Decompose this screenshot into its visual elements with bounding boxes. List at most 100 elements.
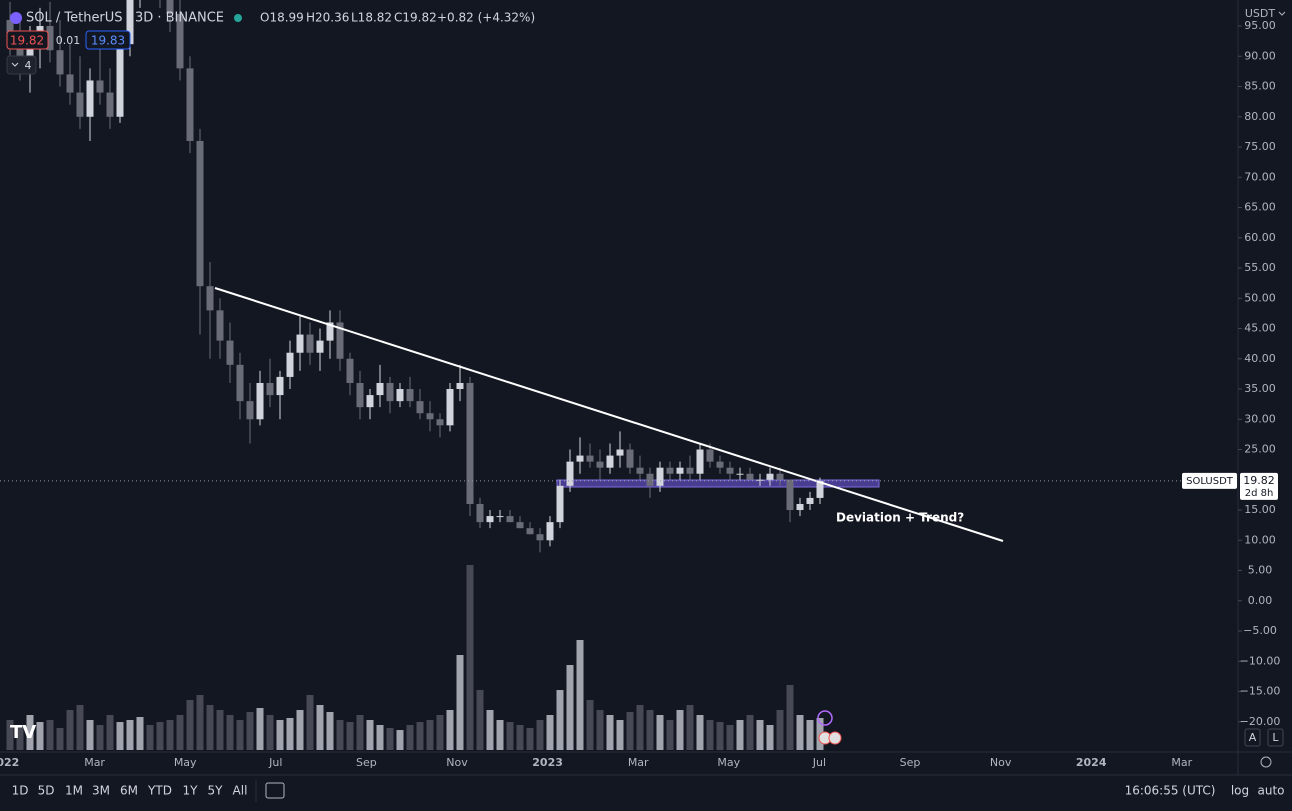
volume-bar (406, 725, 414, 750)
settings-icon[interactable] (1260, 756, 1272, 768)
price-tag-box (1240, 472, 1278, 500)
range-button[interactable]: 5Y (208, 784, 224, 798)
y-tick-label: −20.00 (1240, 715, 1281, 728)
candle-body (386, 382, 394, 402)
date-range-icon[interactable] (265, 782, 285, 799)
candle-body (396, 389, 404, 402)
volume-bar (396, 730, 404, 750)
event-icon[interactable] (828, 731, 842, 745)
volume-bar (116, 722, 124, 750)
y-tick-label: 35.00 (1244, 382, 1276, 395)
candle-body (586, 455, 594, 462)
ask-box[interactable] (85, 30, 131, 50)
clock[interactable]: 16:06:55 (UTC) (1125, 784, 1216, 798)
auto-toggle[interactable]: auto (1257, 784, 1284, 798)
candle-body (526, 528, 534, 535)
volume-bar (466, 565, 474, 750)
button-label: A (1249, 731, 1257, 744)
volume-bar (356, 715, 364, 750)
countdown: 2d 8h (1245, 488, 1274, 499)
zone-box (556, 479, 880, 488)
volume-bar (676, 710, 684, 750)
log-scale-button[interactable] (1267, 728, 1284, 747)
candle-body (246, 401, 254, 420)
range-button[interactable]: 1Y (183, 784, 199, 798)
event-icon[interactable] (817, 710, 833, 726)
candle-body (786, 479, 794, 511)
candle-body (666, 467, 674, 474)
range-button[interactable]: 1D (12, 784, 29, 798)
y-tick-label: 60.00 (1244, 231, 1276, 244)
range-button[interactable]: 1M (65, 784, 83, 798)
indicators-count: 4 (25, 59, 32, 72)
candle-body (436, 419, 444, 426)
volume-bar (246, 712, 254, 750)
candle-body (76, 92, 84, 117)
auto-scale-button[interactable] (1244, 728, 1261, 747)
candle-body (56, 50, 64, 75)
volume-bar (26, 715, 34, 750)
candle-body (536, 534, 544, 541)
candle-body (636, 467, 644, 474)
candle-body (766, 473, 774, 480)
indicators-toggle[interactable] (6, 55, 37, 75)
bid: 19.82 (10, 34, 44, 48)
volume-bar (576, 640, 584, 750)
candle-body (446, 389, 454, 426)
volume-bar (526, 728, 534, 750)
candle-body (506, 516, 514, 523)
candle-body (616, 449, 624, 456)
volume-bar (806, 720, 814, 750)
volume-bar (626, 712, 634, 750)
range-button[interactable]: All (233, 784, 248, 798)
annotation: Deviation + Trend? (836, 511, 964, 525)
candle-body (326, 322, 334, 341)
ohlc-open: O18.99 (260, 11, 304, 25)
candle-body (816, 480, 824, 498)
volume-bar (686, 705, 694, 750)
x-tick-label: Mar (1171, 756, 1192, 769)
volume-bar (616, 720, 624, 750)
chevron (1278, 11, 1286, 16)
ohlc-change: +0.82 (+4.32%) (437, 11, 535, 25)
volume-bar (336, 720, 344, 750)
volume-bar (276, 720, 284, 750)
y-tick-label: 0.00 (1248, 594, 1273, 607)
y-tick-label: 30.00 (1244, 412, 1276, 425)
price-tag: 19.82 (1243, 474, 1275, 487)
candle-body (606, 455, 614, 468)
y-tick-label: 65.00 (1244, 201, 1276, 214)
candle-body (336, 322, 344, 359)
candle-body (186, 68, 194, 141)
bid-box[interactable] (6, 30, 49, 50)
volume-bar (756, 720, 764, 750)
log-toggle[interactable]: log (1231, 784, 1249, 798)
range-button[interactable]: 6M (120, 784, 138, 798)
volume-bar (96, 725, 104, 750)
market-status (234, 14, 242, 22)
volume-bar (706, 720, 714, 750)
candle-body (516, 522, 524, 529)
volume-bar (416, 722, 424, 750)
volume-bar (506, 722, 514, 750)
currency[interactable]: USDT (1245, 7, 1276, 20)
y-tick-label: 45.00 (1244, 322, 1276, 335)
candle-body (716, 461, 724, 468)
x-tick-label: Sep (356, 756, 377, 769)
volume-bar (16, 725, 24, 750)
candle-body (546, 522, 554, 541)
range-button[interactable]: 3M (92, 784, 110, 798)
candle-body (496, 516, 504, 518)
x-tick-label: 2022 (0, 756, 19, 769)
volume-bar (256, 708, 264, 750)
volume-bar (746, 715, 754, 750)
candle-body (426, 413, 434, 420)
volume-bar (186, 700, 194, 750)
y-tick-label: 25.00 (1244, 443, 1276, 456)
range-button[interactable]: 5D (38, 784, 55, 798)
symbol-title[interactable]: SOL / TetherUS · 3D · BINANCE (26, 11, 224, 26)
candle-body (756, 479, 764, 481)
range-button[interactable]: YTD (147, 784, 172, 798)
candle-body (656, 467, 664, 486)
candle-body (306, 334, 314, 353)
